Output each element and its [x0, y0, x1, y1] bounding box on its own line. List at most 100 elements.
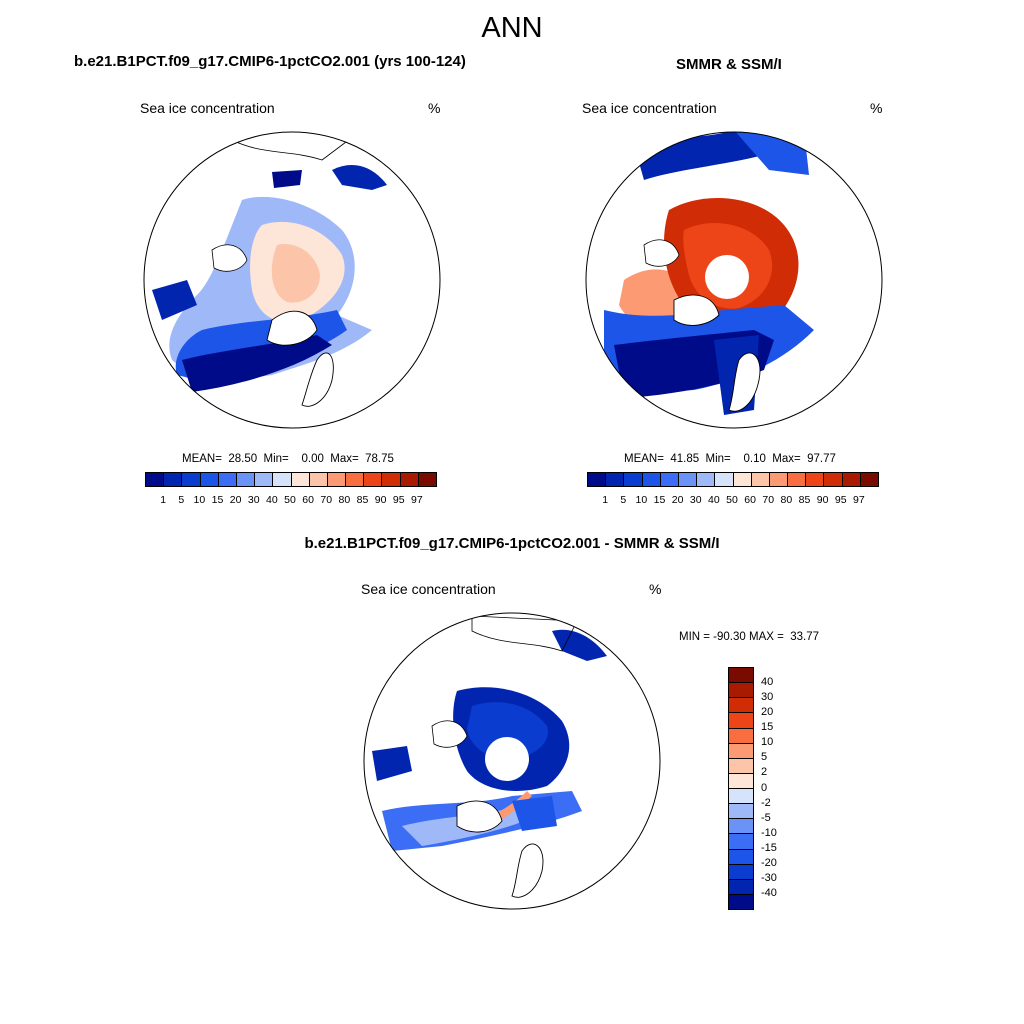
colorbar-swatch	[418, 473, 436, 486]
colorbar-swatch	[164, 473, 183, 486]
colorbar-tick-label: 80	[780, 494, 793, 506]
colorbar-swatch	[729, 743, 753, 759]
panel3-title: b.e21.B1PCT.f09_g17.CMIP6-1pctCO2.001 - …	[304, 535, 720, 552]
colorbar-swatch	[146, 473, 165, 486]
colorbar-swatch	[769, 473, 789, 486]
panel2-map	[585, 131, 883, 429]
colorbar-swatch	[382, 473, 401, 486]
colorbar-tick-label: 5	[178, 494, 185, 506]
colorbar-tick-label: 20	[761, 706, 774, 719]
colorbar-tick-label: 10	[635, 494, 648, 506]
colorbar-tick-label: 85	[356, 494, 369, 506]
colorbar-tick-label: 90	[816, 494, 829, 506]
colorbar-tick-label: 60	[744, 494, 756, 506]
colorbar-swatch	[273, 473, 292, 486]
colorbar-swatch	[309, 473, 328, 486]
colorbar-tick-label: 50	[726, 494, 738, 506]
colorbar-swatch	[678, 473, 698, 486]
colorbar-swatch	[729, 819, 753, 835]
colorbar-tick-label: 15	[761, 721, 774, 734]
colorbar-swatch	[751, 473, 770, 486]
colorbar-tick-label: 50	[284, 494, 296, 506]
panel2-colorbar-labels: 1 5 10 15 20 30 40 50 60 70 80 85 90 95 97	[587, 494, 879, 508]
colorbar-swatch	[715, 473, 734, 486]
colorbar-swatch	[182, 473, 201, 486]
colorbar-tick-label: 90	[374, 494, 387, 506]
colorbar-swatch	[824, 473, 843, 486]
colorbar-swatch	[729, 758, 753, 774]
colorbar-swatch	[729, 698, 753, 714]
colorbar-swatch	[806, 473, 825, 486]
colorbar-tick-label: -40	[761, 886, 777, 899]
colorbar-swatch	[729, 864, 753, 880]
colorbar-tick-label: 30	[761, 691, 774, 704]
colorbar-swatch	[733, 473, 752, 486]
colorbar-tick-label: 0	[761, 781, 768, 794]
colorbar-swatch	[218, 473, 237, 486]
colorbar-swatch	[346, 473, 365, 486]
colorbar-swatch	[697, 473, 716, 486]
colorbar-swatch	[291, 473, 310, 486]
colorbar-swatch	[236, 473, 256, 486]
colorbar-swatch	[729, 849, 753, 865]
colorbar-tick-label: -10	[761, 826, 777, 839]
colorbar-tick-label: -30	[761, 871, 777, 884]
colorbar-swatch	[660, 473, 679, 486]
colorbar-swatch	[729, 713, 753, 729]
colorbar-tick-label: 30	[247, 494, 260, 506]
colorbar-tick-label: 80	[338, 494, 351, 506]
colorbar-swatch	[606, 473, 625, 486]
colorbar-swatch	[788, 473, 807, 486]
panel3-unit: %	[649, 581, 662, 597]
colorbar-tick-label: 95	[392, 494, 405, 506]
colorbar-swatch	[729, 834, 753, 850]
figure-title: ANN	[481, 12, 543, 44]
colorbar-tick-label: 97	[411, 494, 423, 506]
colorbar-tick-label: 2	[761, 766, 768, 779]
colorbar-swatch	[729, 894, 753, 909]
colorbar-swatch	[327, 473, 347, 486]
colorbar-tick-label: 20	[229, 494, 242, 506]
colorbar-tick-label: 70	[762, 494, 775, 506]
colorbar-tick-label: 97	[853, 494, 865, 506]
colorbar-swatch	[729, 879, 753, 895]
colorbar-swatch	[364, 473, 383, 486]
colorbar-tick-label: 30	[689, 494, 702, 506]
colorbar-swatch	[642, 473, 661, 486]
colorbar-swatch	[624, 473, 643, 486]
colorbar-tick-label: 95	[834, 494, 847, 506]
colorbar-tick-label: 85	[798, 494, 811, 506]
colorbar-tick-label: 40	[266, 494, 278, 506]
colorbar-swatch	[400, 473, 419, 486]
colorbar-tick-label: 60	[302, 494, 314, 506]
panel3-map	[363, 612, 661, 910]
colorbar-swatch	[729, 668, 753, 684]
panel3-colorbar-labels: 40 30 20 15 10 5 2 0 -2 -5 -10 -15 -20 -30 -40	[761, 667, 801, 910]
colorbar-swatch	[842, 473, 861, 486]
colorbar-swatch	[729, 728, 753, 744]
colorbar-swatch	[860, 473, 878, 486]
colorbar-tick-label: 5	[620, 494, 627, 506]
panel1-stats: MEAN= 28.50 Min= 0.00 Max= 78.75	[182, 453, 394, 465]
colorbar-swatch	[729, 773, 753, 789]
panel1-map	[143, 131, 441, 429]
colorbar-swatch	[729, 804, 753, 820]
panel3-variable: Sea ice concentration	[361, 581, 496, 597]
colorbar-tick-label: 5	[761, 751, 768, 764]
colorbar-tick-label: 20	[671, 494, 684, 506]
colorbar-swatch	[200, 473, 219, 486]
panel2-colorbar	[587, 472, 879, 487]
panel2-variable: Sea ice concentration	[582, 100, 717, 116]
colorbar-swatch	[588, 473, 607, 486]
panel1-colorbar-labels: 1 5 10 15 20 30 40 50 60 70 80 85 90 95 97	[145, 494, 437, 508]
colorbar-tick-label: -15	[761, 841, 777, 854]
colorbar-tick-label: 1	[160, 494, 167, 506]
panel3-colorbar	[728, 667, 754, 910]
colorbar-tick-label: 15	[211, 494, 224, 506]
colorbar-tick-label: 40	[761, 676, 774, 689]
panel2-stats: MEAN= 41.85 Min= 0.10 Max= 97.77	[624, 453, 836, 465]
colorbar-tick-label: -5	[761, 811, 771, 824]
colorbar-tick-label: 10	[761, 736, 774, 749]
panel1-colorbar	[145, 472, 437, 487]
panel2-unit: %	[870, 100, 883, 116]
